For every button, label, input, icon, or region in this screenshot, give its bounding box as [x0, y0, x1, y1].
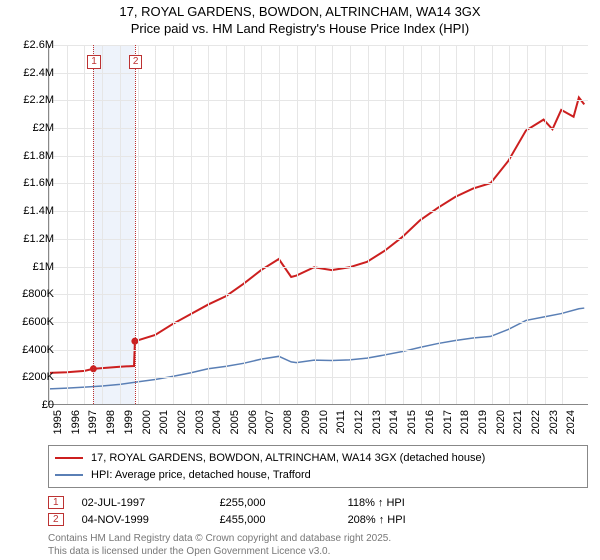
- sale-price: £255,000: [220, 497, 330, 509]
- x-tick-label: 2005: [229, 410, 241, 434]
- x-tick-label: 2008: [282, 410, 294, 434]
- sale-row: 2 04-NOV-1999 £455,000 208% ↑ HPI: [48, 511, 588, 528]
- sale-marker-chart: 2: [129, 55, 143, 69]
- y-tick-label: £1M: [33, 261, 54, 273]
- y-tick-label: £2.2M: [23, 94, 54, 106]
- x-tick-label: 2015: [406, 410, 418, 434]
- legend: 17, ROYAL GARDENS, BOWDON, ALTRINCHAM, W…: [48, 445, 588, 558]
- attribution: Contains HM Land Registry data © Crown c…: [48, 532, 588, 558]
- y-tick-label: £800K: [22, 288, 54, 300]
- legend-swatch: [55, 474, 83, 476]
- x-tick-label: 2010: [318, 410, 330, 434]
- x-tick-label: 2003: [194, 410, 206, 434]
- y-tick-label: £2.4M: [23, 67, 54, 79]
- x-tick-label: 1999: [123, 410, 135, 434]
- y-tick-label: £1.6M: [23, 177, 54, 189]
- sale-marker: 2: [48, 513, 64, 526]
- x-tick-label: 1995: [52, 410, 64, 434]
- x-tick-label: 2009: [300, 410, 312, 434]
- title-subtitle: Price paid vs. HM Land Registry's House …: [0, 21, 600, 38]
- x-tick-label: 2002: [176, 410, 188, 434]
- sale-marker-chart: 1: [87, 55, 101, 69]
- plot-area: [48, 45, 588, 405]
- sale-row: 1 02-JUL-1997 £255,000 118% ↑ HPI: [48, 494, 588, 511]
- x-tick-label: 2001: [158, 410, 170, 434]
- x-tick-label: 2013: [371, 410, 383, 434]
- y-tick-label: £400K: [22, 344, 54, 356]
- x-tick-label: 2011: [335, 410, 347, 434]
- x-tick-label: 2018: [459, 410, 471, 434]
- x-tick-label: 2017: [442, 410, 454, 434]
- title-address: 17, ROYAL GARDENS, BOWDON, ALTRINCHAM, W…: [0, 4, 600, 21]
- y-tick-label: £1.2M: [23, 233, 54, 245]
- sale-rows: 1 02-JUL-1997 £255,000 118% ↑ HPI 2 04-N…: [48, 494, 588, 528]
- legend-row-hpi: HPI: Average price, detached house, Traf…: [55, 467, 581, 484]
- x-tick-label: 2014: [388, 410, 400, 434]
- y-tick-label: £1.4M: [23, 205, 54, 217]
- legend-swatch: [55, 457, 83, 459]
- sale-hpi: 118% ↑ HPI: [348, 497, 458, 509]
- x-tick-label: 2019: [477, 410, 489, 434]
- legend-row-subject: 17, ROYAL GARDENS, BOWDON, ALTRINCHAM, W…: [55, 450, 581, 467]
- x-tick-label: 2021: [512, 410, 524, 434]
- sale-price: £455,000: [220, 514, 330, 526]
- x-tick-label: 2023: [548, 410, 560, 434]
- x-tick-label: 2022: [530, 410, 542, 434]
- x-tick-label: 2024: [565, 410, 577, 434]
- y-tick-label: £2M: [33, 122, 54, 134]
- attrib-line: Contains HM Land Registry data © Crown c…: [48, 532, 588, 545]
- sale-date: 02-JUL-1997: [82, 497, 202, 509]
- y-tick-label: £1.8M: [23, 150, 54, 162]
- x-tick-label: 1997: [87, 410, 99, 434]
- x-tick-label: 1996: [70, 410, 82, 434]
- x-tick-label: 2000: [141, 410, 153, 434]
- sale-marker: 1: [48, 496, 64, 509]
- attrib-line: This data is licensed under the Open Gov…: [48, 545, 588, 558]
- x-tick-label: 2004: [211, 410, 223, 434]
- x-tick-label: 2020: [495, 410, 507, 434]
- x-tick-label: 2016: [424, 410, 436, 434]
- legend-series-box: 17, ROYAL GARDENS, BOWDON, ALTRINCHAM, W…: [48, 445, 588, 488]
- sale-hpi: 208% ↑ HPI: [348, 514, 458, 526]
- sale-date: 04-NOV-1999: [82, 514, 202, 526]
- price-chart: 17, ROYAL GARDENS, BOWDON, ALTRINCHAM, W…: [0, 0, 600, 560]
- legend-label: 17, ROYAL GARDENS, BOWDON, ALTRINCHAM, W…: [91, 450, 485, 467]
- chart-title: 17, ROYAL GARDENS, BOWDON, ALTRINCHAM, W…: [0, 0, 600, 38]
- y-tick-label: £200K: [22, 371, 54, 383]
- x-tick-label: 2007: [264, 410, 276, 434]
- x-tick-label: 1998: [105, 410, 117, 434]
- x-tick-label: 2006: [247, 410, 259, 434]
- y-tick-label: £600K: [22, 316, 54, 328]
- legend-label: HPI: Average price, detached house, Traf…: [91, 467, 311, 484]
- x-tick-label: 2012: [353, 410, 365, 434]
- y-tick-label: £2.6M: [23, 39, 54, 51]
